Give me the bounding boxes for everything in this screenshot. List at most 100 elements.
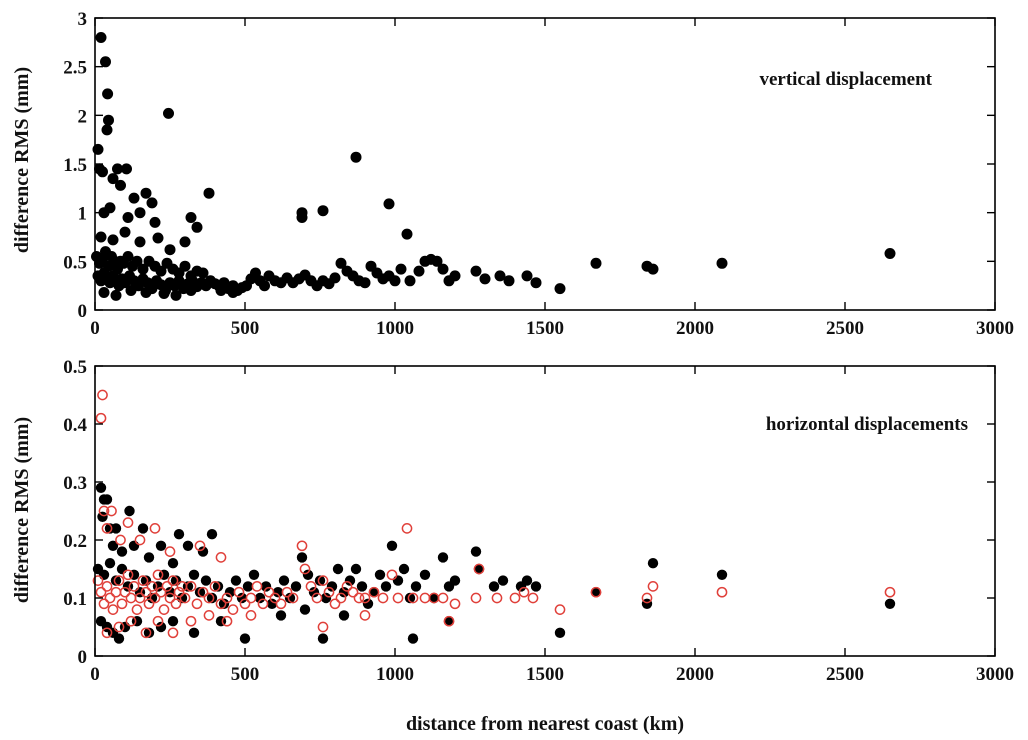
data-point-open-horizontal [359,610,371,621]
y-axis-title-vertical: difference RMS (mm) [11,67,33,253]
data-point-filled-horizontal [97,511,108,522]
x-axis-title: distance from nearest coast (km) [406,713,684,735]
data-point-open-horizontal [323,586,335,598]
y-tick-label-vertical: 1 [78,204,88,225]
y-tick-label-horizontal: 0.2 [63,531,87,552]
y-tick-label-horizontal: 0.4 [63,415,87,436]
data-point-open-horizontal [116,598,128,610]
data-point-filled-horizontal [407,633,419,644]
data-point-open-horizontal [110,586,122,598]
data-point-open-horizontal [167,627,179,639]
annotation-vertical: vertical displacement [759,69,932,90]
data-point-open-horizontal [170,598,182,610]
data-point-filled-horizontal [437,552,449,563]
data-point-filled-vertical [107,234,119,246]
data-point-open-horizontal [164,592,176,604]
data-point-filled-horizontal [248,569,260,580]
y-tick-label-vertical: 3 [78,9,88,30]
data-point-open-horizontal [101,523,113,534]
data-point-filled-vertical [716,257,728,269]
data-point-open-horizontal [641,592,653,604]
data-point-open-horizontal [491,592,503,604]
data-point-open-horizontal [317,621,329,633]
data-point-filled-vertical [134,236,146,248]
x-tick-label-vertical: 0 [90,318,100,339]
data-point-filled-vertical [404,275,416,287]
data-point-open-horizontal [221,592,233,604]
data-point-filled-vertical [110,289,122,301]
data-point-filled-vertical [503,275,515,287]
data-point-open-horizontal [140,586,152,598]
y-tick-label-horizontal: 0 [78,647,88,668]
y-tick-label-vertical: 1.5 [63,155,87,176]
data-point-filled-horizontal [194,587,206,598]
x-tick-label-horizontal: 1000 [376,664,414,685]
x-tick-label-horizontal: 500 [231,664,260,685]
data-point-filled-horizontal [362,598,374,609]
data-point-open-horizontal [443,615,455,627]
data-point-filled-horizontal [404,592,416,604]
data-point-open-horizontal [647,581,659,592]
data-point-filled-horizontal [473,563,485,575]
data-point-open-horizontal [134,534,146,546]
data-point-open-horizontal [590,586,602,598]
data-point-filled-horizontal [101,494,113,505]
data-point-filled-vertical [179,260,191,272]
data-point-filled-horizontal [260,581,272,592]
data-point-filled-horizontal [275,610,287,621]
data-point-filled-vertical [149,216,161,228]
data-point-open-horizontal [209,581,221,592]
data-point-open-horizontal [215,552,227,563]
data-point-filled-horizontal [590,587,602,598]
data-point-filled-horizontal [143,552,155,563]
data-point-filled-vertical [158,288,170,299]
x-tick-label-vertical: 3000 [976,318,1014,339]
data-point-filled-horizontal [266,598,278,609]
data-point-filled-vertical [170,289,182,301]
data-point-open-horizontal [149,592,161,604]
data-point-filled-horizontal [398,563,410,575]
data-point-filled-vertical [95,231,107,243]
data-point-filled-horizontal [374,569,386,580]
data-point-open-horizontal [122,569,134,581]
data-point-filled-vertical [122,251,134,262]
plot-vertical-displacement: difference RMS (mm) vertical displacemen… [11,9,1014,339]
data-point-filled-vertical [101,124,113,136]
y-tick-label-vertical: 2 [78,106,88,127]
data-point-open-horizontal [251,581,263,592]
data-point-filled-horizontal [356,581,368,592]
data-point-filled-horizontal [272,587,284,598]
data-point-open-horizontal [152,569,164,581]
data-point-open-horizontal [221,615,233,627]
data-point-open-horizontal [215,598,227,610]
data-point-filled-horizontal [386,540,398,551]
data-point-open-horizontal [161,581,173,592]
data-point-open-horizontal [287,592,299,604]
data-point-filled-horizontal [320,592,332,604]
data-point-filled-horizontal [124,505,135,517]
data-point-filled-vertical [359,277,371,289]
data-point-filled-horizontal [380,581,392,592]
data-point-filled-horizontal [716,569,728,580]
data-point-filled-horizontal [116,563,128,575]
data-point-open-horizontal [527,592,539,604]
data-point-open-horizontal [143,598,155,610]
data-point-filled-vertical [413,265,425,277]
data-point-filled-vertical [479,273,491,285]
data-point-filled-horizontal [350,563,362,575]
data-point-filled-horizontal [317,633,329,644]
data-point-open-horizontal [554,604,566,615]
data-point-open-horizontal [152,615,164,627]
data-point-filled-horizontal [113,633,125,644]
data-point-filled-horizontal [470,546,482,557]
data-point-filled-horizontal [212,581,224,592]
data-point-filled-vertical [121,163,132,175]
data-point-filled-horizontal [647,558,659,569]
data-point-filled-horizontal [206,529,218,540]
y-tick-label-vertical: 0 [78,301,88,322]
data-point-filled-horizontal [230,575,242,586]
data-point-filled-horizontal [419,569,431,580]
data-point-filled-vertical [163,107,174,119]
data-point-open-horizontal [263,586,275,598]
data-point-filled-vertical [164,244,176,256]
